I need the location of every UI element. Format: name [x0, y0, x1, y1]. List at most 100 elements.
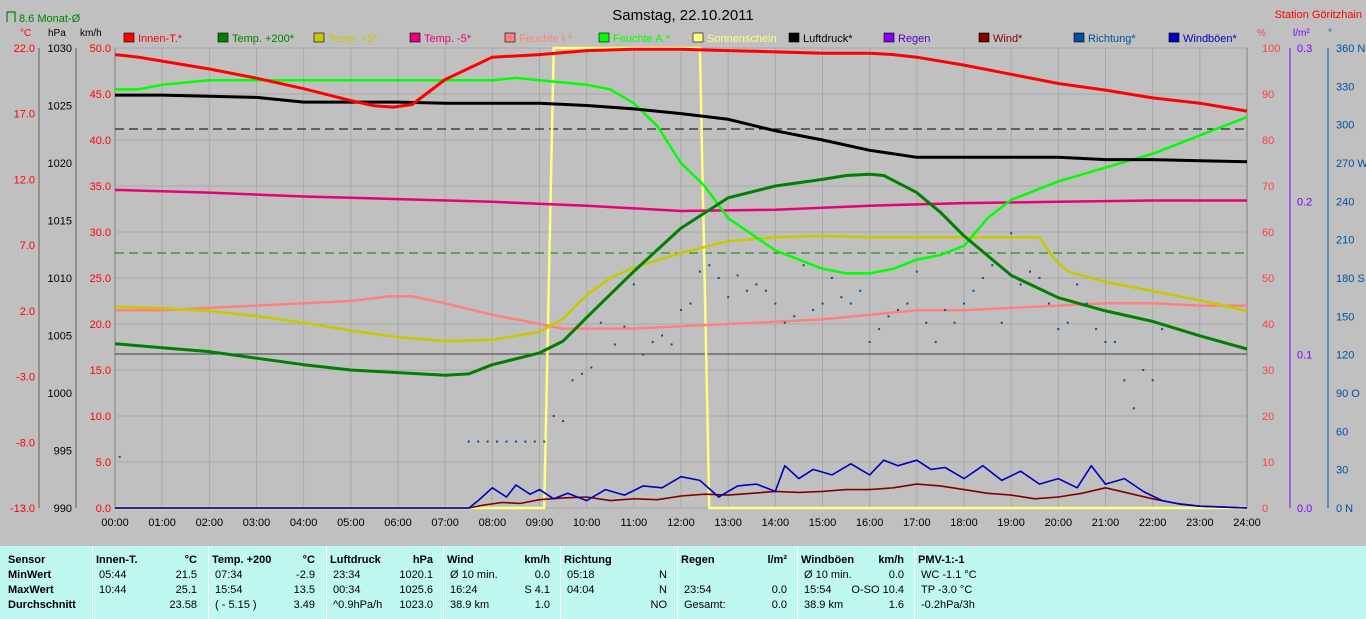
stats-cell-value: 1020.1: [399, 569, 433, 581]
direction-point: [1010, 232, 1013, 235]
tick-direction: 120: [1336, 350, 1354, 362]
legend-item[interactable]: Luftdruck*: [788, 32, 853, 45]
legend-item[interactable]: Richtung*: [1073, 32, 1136, 45]
series-windb-en: [115, 459, 1248, 509]
tick-percent: 90: [1262, 89, 1274, 101]
tick-kmh: 35.0: [90, 181, 111, 193]
stats-column-name: Richtung: [564, 554, 612, 566]
direction-point: [972, 289, 975, 292]
legend-item[interactable]: Feuchte A.*: [598, 32, 671, 45]
legend-item[interactable]: Sonnenschein: [692, 32, 777, 45]
legend-label: Luftdruck*: [803, 33, 853, 45]
stats-cell-value: S 4.1: [524, 584, 550, 596]
stats-cell-label: Gesamt:: [684, 599, 726, 611]
legend-item[interactable]: Temp. +5*: [313, 32, 379, 45]
direction-point: [1113, 340, 1116, 343]
stats-cell-label: TP -3.0 °C: [921, 584, 973, 596]
stats-column-name: Wind: [447, 554, 474, 566]
tick-direction: 90 O: [1336, 388, 1360, 400]
weather-chart: 22.017.012.07.02.0-3.0-8.0-13.0103010251…: [6, 7, 1366, 529]
stats-cell-value: N: [659, 584, 667, 596]
tick-lm2: 0.3: [1297, 43, 1312, 55]
legend-item[interactable]: Feuchte I.*: [504, 32, 573, 45]
stats-cell-value: 1025.6: [399, 584, 433, 596]
direction-point: [736, 274, 739, 277]
stats-column-name: Innen-T.: [96, 554, 138, 566]
legend-item[interactable]: Innen-T.*: [123, 32, 183, 45]
tick-percent: 30: [1262, 365, 1274, 377]
direction-point: [1057, 328, 1060, 331]
tick-celsius: -3.0: [16, 372, 35, 384]
direction-point: [963, 302, 965, 305]
stats-cell-label: 07:34: [215, 569, 243, 581]
legend-item[interactable]: Windböen*: [1168, 32, 1238, 45]
series-richtung: [118, 232, 1164, 458]
direction-point: [1085, 302, 1088, 305]
stats-column-unit: hPa: [412, 554, 433, 566]
tick-direction: 30: [1336, 465, 1348, 477]
tick-celsius: 7.0: [20, 240, 35, 252]
direction-point: [613, 343, 616, 346]
legend-item[interactable]: Wind*: [978, 32, 1023, 45]
stats-cell-label: Ø 10 min.: [804, 569, 852, 581]
legend-swatch: [598, 32, 610, 43]
direction-point: [1132, 407, 1135, 410]
monthly-avg-icon: [6, 11, 16, 22]
direction-point: [1161, 328, 1164, 331]
tick-celsius: -8.0: [16, 437, 35, 449]
stats-column-unit: km/h: [878, 554, 904, 566]
direction-point: [981, 277, 984, 279]
legend-swatch: [217, 32, 229, 43]
legend-swatch: [504, 32, 516, 43]
tick-percent: 40: [1262, 319, 1274, 331]
stats-cell-label: 04:04: [567, 584, 595, 596]
legend-label: Temp. +200*: [232, 33, 295, 45]
stats-cell-label: -0.2hPa/3h: [921, 599, 975, 611]
tick-time: 12:00: [667, 517, 695, 529]
direction-point: [496, 440, 499, 443]
legend-swatch: [1168, 32, 1180, 43]
tick-celsius: -13.0: [10, 503, 35, 515]
monthly-avg-label: 8.6 Monat-Ø: [19, 13, 81, 25]
tick-lm2: 0.2: [1297, 196, 1312, 208]
direction-point: [571, 379, 574, 382]
direction-point: [543, 440, 546, 443]
direction-point: [708, 264, 711, 267]
tick-percent: 0: [1262, 503, 1268, 515]
legend-swatch: [978, 32, 990, 43]
direction-point: [878, 328, 881, 331]
direction-point: [689, 302, 692, 305]
tick-time: 11:00: [620, 517, 647, 529]
direction-point: [830, 277, 833, 279]
direction-point: [953, 321, 956, 324]
legend-item[interactable]: Temp. -5*: [409, 32, 472, 45]
direction-point: [524, 440, 527, 443]
tick-time: 21:00: [1092, 517, 1120, 529]
tick-time: 17:00: [903, 517, 931, 529]
tick-percent: 70: [1262, 181, 1274, 193]
stats-cell-label: 05:44: [99, 569, 127, 581]
direction-point: [896, 308, 899, 311]
legend-label: Temp. +5*: [328, 33, 379, 45]
stats-row-label: Sensor: [8, 554, 46, 566]
direction-point: [1019, 283, 1022, 286]
direction-point: [991, 264, 994, 267]
tick-time: 00:00: [101, 517, 129, 529]
legend-item[interactable]: Temp. +200*: [217, 32, 295, 45]
legend-label: Wind*: [993, 33, 1023, 45]
stats-cell-label: 15:54: [804, 584, 832, 596]
stats-cell-label: 15:54: [215, 584, 243, 596]
tick-percent: 80: [1262, 135, 1274, 147]
tick-kmh: 25.0: [90, 273, 111, 285]
stats-column-name: PMV-1:-1: [918, 554, 965, 566]
tick-kmh: 0.0: [96, 503, 111, 515]
tick-hpa: 1005: [48, 331, 72, 343]
tick-hpa: 1025: [48, 101, 72, 113]
tick-kmh: 20.0: [90, 319, 111, 331]
tick-celsius: 17.0: [14, 109, 35, 121]
legend-item[interactable]: Regen: [883, 32, 930, 45]
direction-point: [632, 283, 635, 286]
stats-cell-value: 0.0: [534, 569, 550, 581]
station-name: Station Göritzhain: [1275, 9, 1362, 21]
direction-point: [1123, 379, 1126, 382]
